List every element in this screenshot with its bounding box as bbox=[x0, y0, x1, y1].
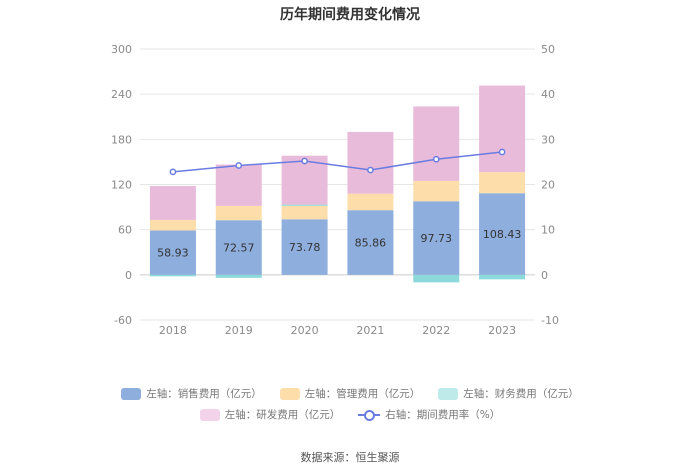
legend-line-marker-icon bbox=[358, 409, 381, 421]
bar-segment-3 bbox=[347, 131, 394, 194]
bar-layer bbox=[149, 85, 526, 283]
bar-segment-0 bbox=[149, 230, 196, 275]
bar-data-label: 73.78 bbox=[289, 241, 321, 254]
bar-segment-0 bbox=[281, 219, 328, 275]
bar-segment-1 bbox=[413, 180, 460, 202]
bar-segment-3 bbox=[413, 106, 460, 181]
legend-label-rnd: 左轴：研发费用（亿元） bbox=[224, 409, 341, 421]
legend-swatch-sales bbox=[121, 387, 142, 400]
left-axis-tick-label: 180 bbox=[111, 133, 132, 146]
bar-segment-2 bbox=[149, 274, 196, 277]
line-layer bbox=[169, 148, 506, 176]
bar-data-label: 97.73 bbox=[421, 232, 453, 245]
right-axis-tick-label: -10 bbox=[541, 314, 559, 327]
x-axis-tick-label: 2022 bbox=[422, 324, 450, 337]
bar-segment-0 bbox=[347, 210, 394, 275]
left-axis-tick-label: 0 bbox=[125, 269, 132, 282]
bar-data-label: 58.93 bbox=[157, 247, 189, 260]
right-axis-tick-label: 30 bbox=[541, 133, 555, 146]
legend-swatch-finance bbox=[438, 387, 459, 400]
rate-point bbox=[498, 148, 506, 156]
source-text: 数据来源：恒生聚源 bbox=[300, 451, 400, 464]
x-axis-tick-label: 2019 bbox=[225, 324, 253, 337]
rate-line bbox=[172, 151, 503, 173]
bar-segment-2 bbox=[281, 204, 328, 206]
legend-item-sales[interactable]: 左轴：销售费用（亿元） bbox=[121, 386, 262, 401]
rate-point bbox=[169, 168, 177, 176]
bar-data-label: 72.57 bbox=[223, 242, 255, 255]
bar-segment-0 bbox=[479, 193, 526, 275]
legend-swatch-rnd bbox=[199, 408, 220, 421]
left-axis-tick-label: -60 bbox=[114, 314, 132, 327]
right-axis-tick-label: 0 bbox=[541, 269, 548, 282]
bar-segment-1 bbox=[215, 205, 262, 221]
rate-point bbox=[432, 155, 440, 163]
legend-label-sales: 左轴：销售费用（亿元） bbox=[146, 388, 262, 400]
legend: 左轴：销售费用（亿元） 左轴：管理费用（亿元） 左轴：财务费用（亿元） 左轴：研… bbox=[0, 386, 700, 428]
left-axis-tick-label: 300 bbox=[111, 43, 132, 56]
legend-item-rate[interactable]: 右轴：期间费用率（%） bbox=[358, 407, 500, 422]
legend-row-1: 左轴：销售费用（亿元） 左轴：管理费用（亿元） 左轴：财务费用（亿元） bbox=[0, 386, 700, 401]
rate-point bbox=[301, 157, 308, 165]
bar-segment-1 bbox=[479, 172, 526, 194]
bar-segment-1 bbox=[281, 205, 328, 220]
bar-segment-1 bbox=[149, 219, 196, 231]
bar-segment-3 bbox=[215, 164, 262, 206]
x-axis-tick-label: 2021 bbox=[356, 324, 384, 337]
grid-layer bbox=[140, 48, 535, 321]
bar-data-label: 108.43 bbox=[483, 228, 522, 241]
x-axis-tick-label: 2018 bbox=[159, 324, 187, 337]
right-axis-tick-label: 20 bbox=[541, 179, 555, 192]
right-axis-tick-label: 40 bbox=[541, 88, 555, 101]
rate-point bbox=[367, 166, 374, 174]
bar-data-label: 85.86 bbox=[355, 237, 387, 250]
bar-segment-2 bbox=[479, 274, 526, 280]
legend-label-admin: 左轴：管理费用（亿元） bbox=[304, 388, 421, 400]
bar-segment-0 bbox=[215, 220, 262, 275]
bar-segment-0 bbox=[413, 201, 460, 275]
legend-label-finance: 左轴：财务费用（亿元） bbox=[463, 388, 579, 400]
x-axis-tick-label: 2020 bbox=[291, 324, 319, 337]
rate-point bbox=[235, 162, 243, 169]
legend-swatch-admin bbox=[279, 387, 300, 400]
legend-item-admin[interactable]: 左轴：管理费用（亿元） bbox=[279, 386, 421, 401]
x-axis-tick-label: 2023 bbox=[488, 324, 516, 337]
bar-segment-3 bbox=[149, 186, 196, 220]
left-axis-tick-label: 120 bbox=[111, 179, 132, 192]
legend-label-rate: 右轴：期间费用率（%） bbox=[385, 409, 501, 421]
bar-segment-1 bbox=[347, 193, 394, 211]
right-axis-tick-label: 10 bbox=[541, 224, 555, 237]
bar-segment-2 bbox=[413, 274, 460, 283]
left-axis-tick-label: 60 bbox=[118, 224, 132, 237]
chart-title: 历年期间费用变化情况 bbox=[280, 7, 420, 23]
bar-segment-3 bbox=[479, 85, 526, 173]
legend-item-finance[interactable]: 左轴：财务费用（亿元） bbox=[438, 386, 579, 401]
legend-row-2: 左轴：研发费用（亿元） 右轴：期间费用率（%） bbox=[0, 407, 700, 422]
legend-item-rnd[interactable]: 左轴：研发费用（亿元） bbox=[199, 407, 341, 422]
bar-segment-2 bbox=[215, 274, 262, 278]
label-layer: 58.93 72.57 73.78 85.86 97.73 108.43 bbox=[157, 228, 521, 260]
right-axis-tick-label: 50 bbox=[541, 43, 555, 56]
left-axis-tick-label: 240 bbox=[111, 88, 132, 101]
